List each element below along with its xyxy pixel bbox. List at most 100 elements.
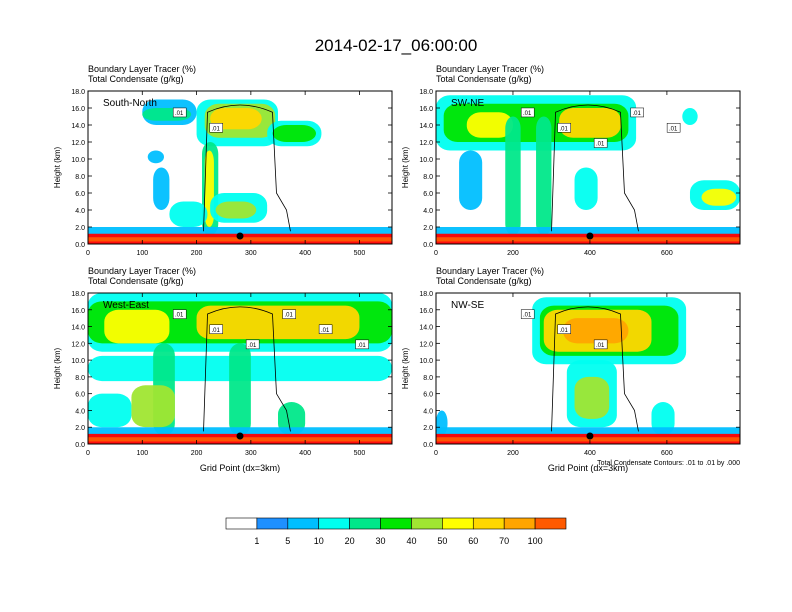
colorbar-label: 40 — [406, 536, 416, 546]
panel-nw-se: Boundary Layer Tracer (%)Total Condensat… — [401, 266, 741, 473]
y-tick-label: 16.0 — [71, 106, 85, 113]
plot-frame — [87, 292, 393, 445]
y-tick-label: 10.0 — [71, 358, 85, 365]
condensate-contour — [551, 104, 639, 232]
x-tick-label: 100 — [136, 250, 148, 257]
tracer-region-level-3 — [682, 108, 698, 125]
y-tick-label: 10.0 — [71, 157, 85, 164]
contour-label: .01 — [212, 328, 221, 334]
y-tick-label: 6.0 — [423, 392, 433, 399]
contour-label: .01 — [596, 343, 605, 349]
tracer-region-level-4 — [229, 343, 251, 436]
y-tick-label: 8.0 — [75, 174, 85, 181]
tracer-region-level-2 — [459, 150, 483, 210]
colorbar-swatch — [380, 517, 412, 530]
colorbar-swatch — [287, 517, 320, 530]
tracer-field — [88, 293, 392, 444]
y-tick-label: 2.0 — [423, 225, 433, 232]
y-axis-label: Height (km) — [401, 146, 410, 188]
y-tick-label: 2.0 — [423, 425, 433, 432]
tracer-region-level-3 — [574, 167, 598, 210]
y-tick-label: 18.0 — [419, 291, 433, 298]
colorbar-swatch — [442, 517, 474, 530]
panel-title-condensate: Total Condensate (g/kg) — [436, 74, 532, 84]
contour-label: .01 — [523, 313, 532, 319]
contour-footnote: Total Condensate Contours: .01 to .01 by… — [597, 460, 740, 467]
location-marker — [236, 432, 244, 440]
contour-label: .01 — [357, 343, 366, 349]
x-tick-label: 500 — [354, 450, 366, 457]
condensate-contour — [551, 306, 639, 432]
contour-label-box — [593, 339, 608, 350]
panel-label: NW-SE — [451, 300, 484, 311]
x-tick-label: 500 — [354, 250, 366, 257]
x-axis-label: Grid Point (dx=3km) — [200, 463, 280, 473]
contour-label-box — [209, 123, 223, 133]
colorbar-label: 70 — [499, 536, 509, 546]
contour-label: .01 — [321, 328, 330, 334]
panel-title-tracer: Boundary Layer Tracer (%) — [436, 64, 544, 74]
tracer-region-level-7 — [104, 309, 170, 344]
tracer-region-level-10 — [436, 237, 740, 242]
y-tick-label: 14.0 — [71, 325, 85, 332]
x-tick-label: 600 — [661, 450, 673, 457]
y-tick-label: 14.0 — [419, 325, 433, 332]
tracer-region-level-3 — [88, 393, 132, 428]
contour-label-box — [209, 324, 223, 334]
colorbar-label: 10 — [314, 536, 324, 546]
y-tick-label: 14.0 — [71, 123, 85, 130]
tracer-region-level-9 — [562, 318, 629, 344]
location-marker — [586, 232, 594, 240]
y-tick-label: 6.0 — [75, 191, 85, 198]
panel-west-east: Boundary Layer Tracer (%)Total Condensat… — [53, 266, 393, 473]
contour-label: .01 — [175, 111, 184, 117]
panel-label: West-East — [103, 300, 149, 311]
contour-label: .01 — [284, 313, 293, 319]
colorbar-swatch — [225, 517, 258, 530]
tracer-field — [436, 95, 740, 244]
y-axis-label: Height (km) — [53, 347, 62, 389]
tracer-field — [88, 99, 392, 244]
colorbar-label: 1 — [254, 536, 259, 546]
tracer-region-level-6 — [215, 201, 257, 219]
contour-label: .01 — [248, 343, 257, 349]
y-tick-label: 12.0 — [419, 341, 433, 348]
contour-label-box — [520, 309, 535, 319]
panel-title-tracer: Boundary Layer Tracer (%) — [436, 266, 544, 276]
contour-label-box — [520, 107, 535, 118]
tracer-region-level-4 — [505, 116, 521, 236]
panel-label: SW-NE — [451, 98, 484, 109]
x-tick-label: 0 — [86, 250, 90, 257]
y-tick-label: 2.0 — [75, 425, 85, 432]
tracer-field — [436, 297, 740, 444]
y-tick-label: 8.0 — [75, 375, 85, 382]
y-axis-label: Height (km) — [401, 347, 410, 389]
panel-title-condensate: Total Condensate (g/kg) — [88, 276, 184, 286]
colorbar-swatch — [534, 517, 567, 530]
x-tick-label: 200 — [191, 250, 203, 257]
y-tick-label: 18.0 — [71, 291, 85, 298]
y-tick-label: 10.0 — [419, 157, 433, 164]
y-tick-label: 12.0 — [419, 140, 433, 147]
colorbar-label: 5 — [285, 536, 290, 546]
panel-title-condensate: Total Condensate (g/kg) — [436, 276, 532, 286]
panel-title-tracer: Boundary Layer Tracer (%) — [88, 266, 196, 276]
x-axis-label: Grid Point (dx=3km) — [548, 463, 628, 473]
x-tick-label: 100 — [136, 450, 148, 457]
panel-south-north: Boundary Layer Tracer (%)Total Condensat… — [53, 64, 393, 257]
plot-frame — [435, 292, 741, 445]
location-marker — [236, 232, 244, 240]
y-tick-label: 18.0 — [71, 89, 85, 96]
colorbar-swatch — [411, 517, 443, 530]
x-tick-label: 400 — [584, 250, 596, 257]
colorbar-label: 100 — [528, 536, 543, 546]
y-tick-label: 18.0 — [419, 89, 433, 96]
panel-sw-ne: Boundary Layer Tracer (%)Total Condensat… — [401, 64, 741, 257]
contour-label-box — [282, 309, 296, 319]
x-tick-label: 0 — [434, 250, 438, 257]
x-tick-label: 200 — [507, 450, 519, 457]
y-tick-label: 16.0 — [419, 106, 433, 113]
colorbar-label: 50 — [437, 536, 447, 546]
tracer-region-level-8 — [196, 305, 360, 340]
panel-title-condensate: Total Condensate (g/kg) — [88, 74, 184, 84]
